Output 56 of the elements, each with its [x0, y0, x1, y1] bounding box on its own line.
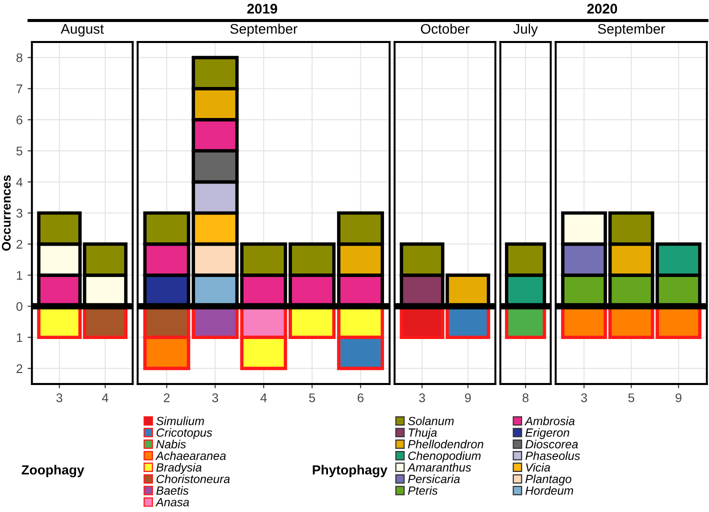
text: 2019 [247, 4, 278, 14]
legend-label: Ambrosia [524, 416, 575, 426]
y-tick-label: 1 [16, 333, 22, 342]
legend-label: Thuja [408, 428, 437, 440]
legend-label: Chenopodium [408, 451, 481, 462]
x-tick-label: 4 [260, 393, 267, 402]
x-tick-label: 3 [419, 393, 425, 402]
legend-label: Choristoneura [156, 474, 230, 484]
legend-label: Simulium [156, 416, 204, 426]
y-axis-title: Occurrences [2, 175, 11, 251]
chart-title: October [420, 24, 470, 34]
legend-label: Plantago [525, 474, 572, 486]
x-tick-label: 5 [309, 393, 316, 402]
legend-label: Phaseolus [525, 451, 580, 460]
x-tick-label: 3 [581, 393, 587, 402]
legend-label: Erigeron [525, 428, 570, 440]
legend-label: Nabis [156, 440, 186, 448]
chart-title: September [230, 24, 298, 37]
x-tick-label: 5 [628, 393, 634, 402]
y-tick-label: 6 [16, 116, 22, 124]
legend-label: Dioscorea [525, 440, 578, 448]
text: Phytophagy [312, 464, 388, 478]
x-tick-label: 8 [522, 393, 528, 402]
legend-label: Persicaria [408, 474, 460, 484]
legend-label: Hordeum [525, 486, 574, 495]
x-tick-label: 4 [102, 393, 108, 402]
y-tick-label: 4 [16, 178, 23, 186]
x-tick-label: 2 [164, 393, 170, 402]
y-tick-label: 3 [16, 208, 22, 218]
legend-label: Cricotopus [156, 428, 212, 440]
legend-label: Anasa [155, 498, 190, 506]
y-tick-label: 8 [16, 53, 22, 62]
y-tick-label: 7 [16, 84, 22, 94]
legend-label: Phellodendron [408, 440, 484, 448]
legend-label: Vicia [526, 462, 550, 472]
legend-label: Achaearanea [155, 451, 226, 460]
legend-label: Solanum [408, 416, 454, 426]
x-tick-label: 3 [56, 393, 62, 402]
chart-title: July [513, 24, 538, 37]
legend-label: Pteris [408, 486, 438, 495]
x-tick-label: 3 [212, 393, 218, 402]
y-tick-label: 1 [16, 271, 22, 280]
chart-title: August [60, 24, 104, 37]
x-tick-label: 6 [358, 393, 364, 402]
text: Zoophagy [22, 464, 84, 478]
y-tick-label: 2 [16, 364, 22, 373]
y-tick-label: 2 [16, 240, 22, 249]
legend-label: Baetis [156, 486, 189, 495]
y-tick-label: 5 [16, 146, 22, 156]
y-tick-label: 0 [16, 302, 22, 311]
x-tick-label: 9 [676, 393, 682, 402]
legend-label: Bradysia [156, 462, 202, 474]
legend-label: Amaranthus [407, 462, 472, 472]
x-tick-label: 9 [464, 393, 471, 402]
text: 2020 [587, 4, 618, 14]
chart-title: September [598, 24, 666, 37]
